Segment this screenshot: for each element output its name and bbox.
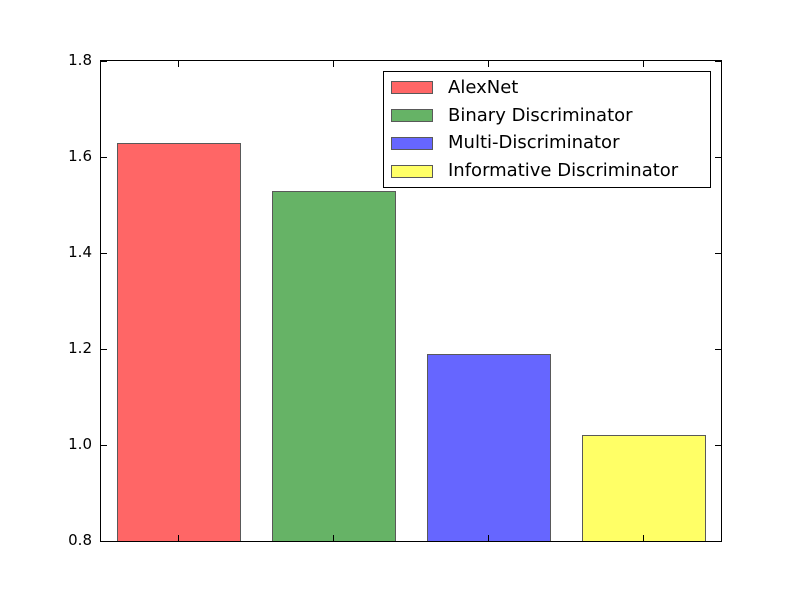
bar-alexnet bbox=[116, 142, 241, 541]
y-tick-mark bbox=[101, 60, 107, 62]
y-tick-mark bbox=[101, 252, 107, 254]
y-tick-mark bbox=[715, 60, 721, 62]
bar-informative-discriminator bbox=[581, 435, 706, 541]
y-tick-label: 1.0 bbox=[68, 435, 92, 453]
y-tick-mark bbox=[715, 252, 721, 254]
y-tick-mark bbox=[101, 348, 107, 350]
y-tick-mark bbox=[101, 444, 107, 446]
legend: AlexNet Binary Discriminator Multi-Discrim… bbox=[383, 71, 711, 188]
legend-row-informative-discriminator: Informative Discriminator bbox=[384, 160, 710, 182]
x-tick-mark bbox=[178, 61, 179, 67]
legend-swatch-icon bbox=[391, 164, 433, 178]
legend-swatch-icon bbox=[391, 109, 433, 123]
legend-row-alexnet: AlexNet bbox=[384, 77, 710, 99]
y-tick-mark bbox=[715, 348, 721, 350]
y-tick-label: 1.2 bbox=[68, 339, 92, 357]
x-tick-mark bbox=[333, 61, 334, 67]
legend-swatch-icon bbox=[391, 81, 433, 95]
legend-label: Informative Discriminator bbox=[448, 160, 679, 182]
y-tick-label: 1.8 bbox=[68, 51, 92, 69]
legend-label: Multi-Discriminator bbox=[448, 132, 620, 154]
y-tick-label: 0.8 bbox=[68, 531, 92, 549]
x-tick-mark bbox=[488, 535, 489, 541]
y-tick-mark bbox=[101, 540, 107, 542]
legend-row-binary-discriminator: Binary Discriminator bbox=[384, 105, 710, 127]
legend-row-multi-discriminator: Multi-Discriminator bbox=[384, 132, 710, 154]
bar-binary-discriminator bbox=[271, 190, 396, 541]
x-tick-mark bbox=[178, 535, 179, 541]
y-tick-mark bbox=[715, 540, 721, 542]
legend-label: Binary Discriminator bbox=[448, 104, 633, 126]
y-tick-mark bbox=[715, 444, 721, 446]
x-tick-mark bbox=[643, 535, 644, 541]
legend-swatch-icon bbox=[391, 136, 433, 150]
legend-label: AlexNet bbox=[448, 76, 519, 98]
x-tick-mark bbox=[488, 61, 489, 67]
y-tick-mark bbox=[715, 156, 721, 158]
x-tick-mark bbox=[643, 61, 644, 67]
bar-multi-discriminator bbox=[426, 353, 551, 541]
y-tick-mark bbox=[101, 156, 107, 158]
x-tick-mark bbox=[333, 535, 334, 541]
y-tick-label: 1.6 bbox=[68, 147, 92, 165]
y-tick-label: 1.4 bbox=[68, 243, 92, 261]
